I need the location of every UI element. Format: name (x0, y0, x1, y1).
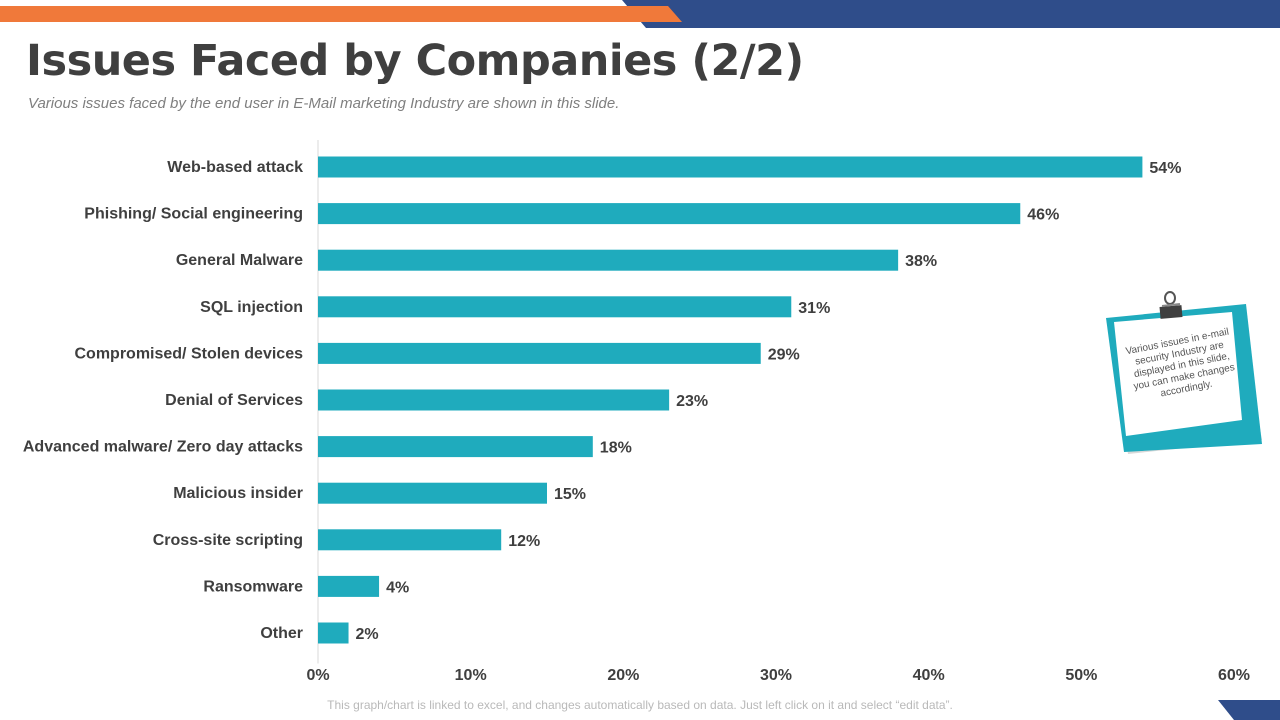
bar[interactable] (318, 575, 380, 597)
data-label: 46% (1027, 207, 1059, 224)
data-label: 38% (905, 253, 937, 270)
category-label: Phishing/ Social engineering (84, 206, 303, 223)
bar[interactable] (318, 249, 899, 271)
category-label: Other (260, 625, 303, 642)
category-label: Web-based attack (167, 159, 303, 176)
data-label: 54% (1149, 160, 1181, 177)
sticky-note (1106, 291, 1262, 454)
data-label: 29% (768, 346, 800, 363)
orange-accent-bar (0, 6, 682, 22)
category-label: Ransomware (203, 578, 303, 595)
data-label: 18% (600, 440, 632, 457)
bar[interactable] (318, 622, 349, 644)
page-subtitle: Various issues faced by the end user in … (28, 95, 620, 112)
note-paper (1114, 312, 1242, 436)
data-label: 23% (676, 393, 708, 410)
bar[interactable] (318, 342, 761, 364)
bar[interactable] (318, 203, 1021, 225)
category-label: Advanced malware/ Zero day attacks (23, 439, 303, 456)
category-label: General Malware (176, 252, 303, 269)
bar[interactable] (318, 529, 502, 551)
category-label: SQL injection (200, 299, 303, 316)
category-label: Cross-site scripting (153, 532, 303, 549)
x-tick-label: 40% (913, 667, 945, 684)
footer-note: This graph/chart is linked to excel, and… (327, 698, 953, 712)
bar[interactable] (318, 436, 593, 458)
x-tick-label: 10% (455, 667, 487, 684)
paper-clip-icon (1159, 291, 1183, 319)
category-label: Denial of Services (165, 392, 303, 409)
bar[interactable] (318, 389, 670, 411)
bar-chart[interactable]: Web-based attack 54% Phishing/ Social engi… (0, 140, 1280, 690)
corner-accent (1218, 700, 1280, 720)
navy-accent-bar (622, 0, 1280, 28)
category-label: Malicious insider (173, 485, 303, 502)
bar[interactable] (318, 296, 792, 318)
x-tick-label: 60% (1218, 667, 1250, 684)
top-accent-bars (0, 0, 1280, 28)
category-label: Compromised/ Stolen devices (74, 345, 303, 362)
data-label: 12% (508, 533, 540, 550)
page-title: Issues Faced by Companies (2/2) (26, 36, 804, 86)
data-label: 15% (554, 486, 586, 503)
x-tick-label: 30% (760, 667, 792, 684)
x-tick-label: 20% (607, 667, 639, 684)
bar[interactable] (318, 482, 547, 504)
data-label: 4% (386, 579, 409, 596)
data-label: 31% (798, 300, 830, 317)
bar[interactable] (318, 156, 1143, 178)
x-tick-label: 50% (1065, 667, 1097, 684)
x-tick-label: 0% (306, 667, 329, 684)
data-label: 2% (356, 626, 379, 643)
